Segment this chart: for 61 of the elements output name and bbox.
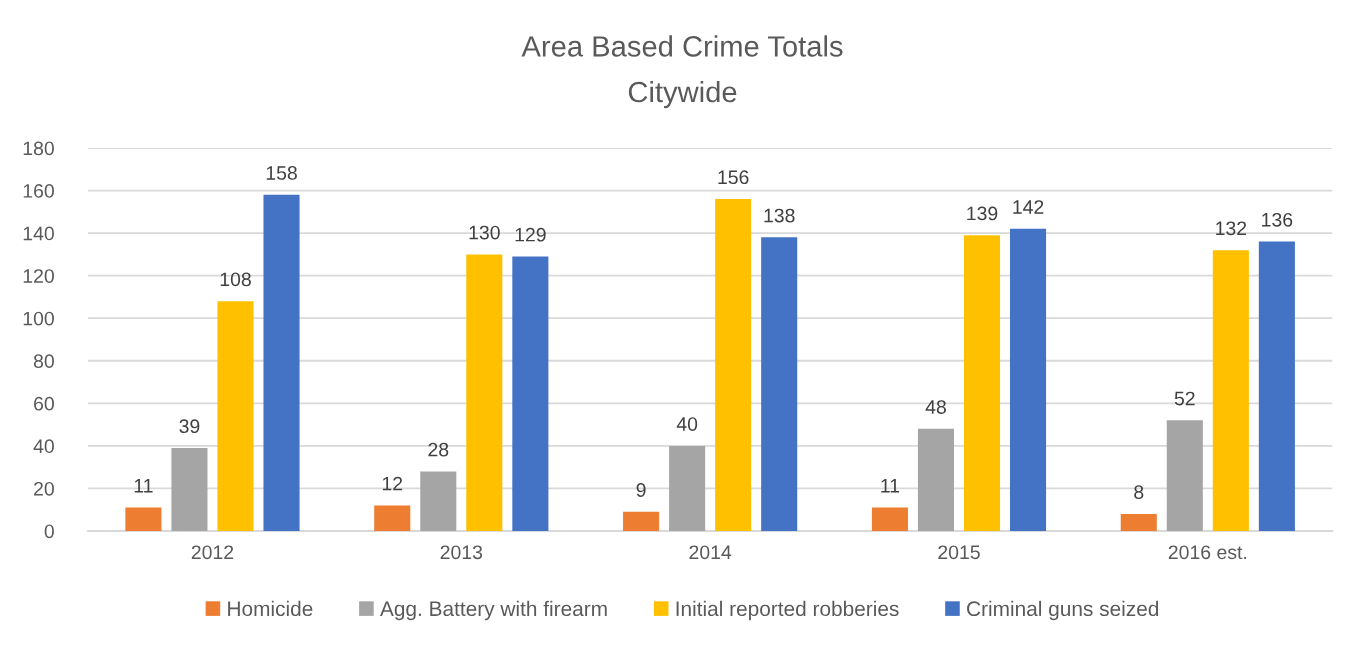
data-label: 39 bbox=[179, 419, 200, 434]
bar bbox=[761, 237, 798, 531]
data-label: 158 bbox=[266, 166, 297, 180]
y-tick-label: 160 bbox=[23, 184, 54, 198]
x-tick-label: 2013 bbox=[440, 545, 483, 560]
bar bbox=[466, 254, 503, 531]
x-tick-label: 2015 bbox=[938, 545, 980, 560]
bar bbox=[623, 511, 660, 531]
y-tick-label: 180 bbox=[23, 141, 54, 156]
x-tick-label: 2012 bbox=[191, 545, 234, 560]
y-tick-label: 20 bbox=[34, 481, 54, 496]
data-label: 132 bbox=[1216, 221, 1247, 236]
bar bbox=[871, 507, 908, 531]
y-tick-label: 60 bbox=[34, 396, 54, 411]
data-label: 9 bbox=[636, 483, 646, 497]
bar bbox=[171, 448, 208, 531]
data-label: 8 bbox=[1134, 485, 1144, 500]
chart-subtitle: Citywide bbox=[628, 80, 737, 109]
bar bbox=[669, 445, 706, 531]
data-label: 40 bbox=[676, 417, 698, 431]
legend-label: Initial reported robberies bbox=[676, 600, 899, 621]
data-label: 142 bbox=[1013, 200, 1044, 214]
y-tick-label: 40 bbox=[33, 439, 54, 454]
x-tick-label: 2014 bbox=[689, 545, 732, 560]
bar bbox=[917, 428, 954, 531]
bar bbox=[217, 301, 254, 531]
y-tick-label: 80 bbox=[33, 354, 54, 369]
y-tick-label: 100 bbox=[23, 311, 54, 326]
data-label: 11 bbox=[134, 479, 153, 493]
legend-label: Criminal guns seized bbox=[967, 600, 1159, 621]
bar bbox=[263, 194, 300, 531]
data-label: 139 bbox=[967, 206, 998, 221]
data-label: 138 bbox=[764, 208, 795, 223]
data-label: 11 bbox=[881, 479, 900, 493]
bar bbox=[963, 235, 1001, 531]
bar bbox=[1120, 513, 1157, 531]
data-label: 108 bbox=[220, 272, 251, 287]
bar bbox=[125, 507, 162, 531]
y-tick-label: 120 bbox=[23, 269, 54, 283]
bar bbox=[374, 505, 411, 531]
bar bbox=[715, 199, 752, 531]
data-label: 48 bbox=[925, 400, 946, 414]
bar bbox=[512, 256, 549, 531]
legend-label: Agg. Battery with firearm bbox=[380, 600, 607, 621]
y-tick-label: 140 bbox=[23, 226, 54, 241]
bar bbox=[1258, 241, 1295, 531]
legend-label: Homicide bbox=[228, 600, 313, 617]
y-tick-label: 0 bbox=[44, 524, 54, 539]
bar bbox=[1212, 250, 1249, 531]
bar bbox=[1166, 420, 1203, 531]
data-label: 28 bbox=[428, 442, 449, 457]
bar bbox=[1009, 228, 1047, 531]
data-label: 136 bbox=[1262, 212, 1293, 227]
data-label: 130 bbox=[469, 225, 500, 240]
bar bbox=[420, 471, 457, 531]
data-label: 129 bbox=[515, 227, 546, 242]
x-tick-label: 2016 est. bbox=[1168, 545, 1247, 560]
data-label: 156 bbox=[718, 170, 749, 185]
data-label: 52 bbox=[1174, 391, 1195, 406]
data-label: 12 bbox=[382, 476, 403, 491]
chart-title: Area Based Crime Totals bbox=[521, 35, 843, 57]
